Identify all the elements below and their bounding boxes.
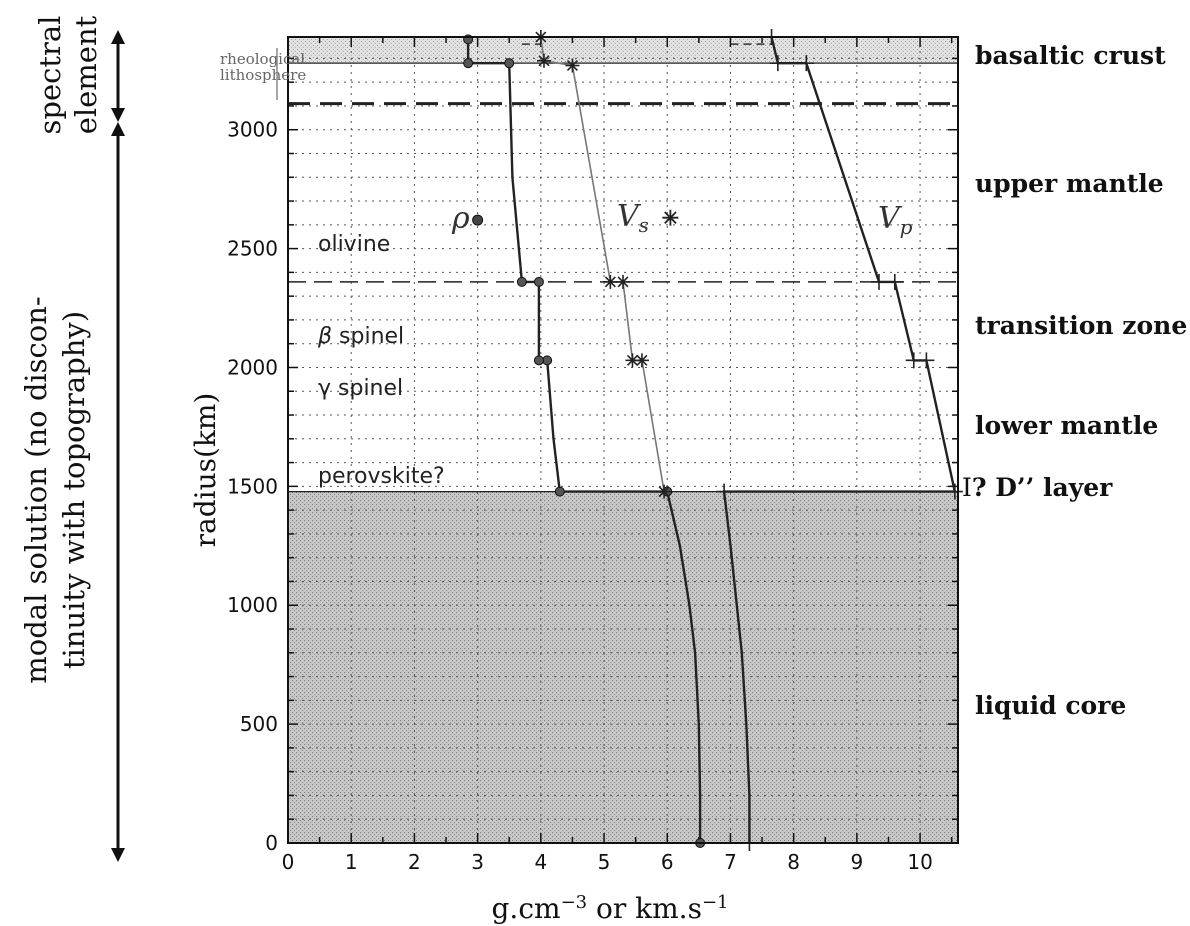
rho-legend-marker xyxy=(472,214,484,226)
x-tick-label: 6 xyxy=(661,850,674,874)
modal-solution-arrow xyxy=(111,122,125,862)
basaltic-crust-region xyxy=(288,37,958,64)
spectral-label-line2: element xyxy=(69,15,103,134)
vs-marker-stroke xyxy=(617,276,629,288)
rho-marker xyxy=(533,355,544,366)
zone-lower-mantle: lower mantle xyxy=(975,411,1158,440)
x-tick-label: 0 xyxy=(282,850,295,874)
y-tick-label: 500 xyxy=(240,712,278,736)
y-tick-label: 1000 xyxy=(227,593,278,617)
discontinuity-lines xyxy=(288,43,958,493)
vs-marker-stroke xyxy=(626,354,638,366)
vs-marker-stroke xyxy=(566,60,578,72)
x-tick-label: 4 xyxy=(534,850,547,874)
x-tick-label: 5 xyxy=(598,850,611,874)
modal-label-line1: modal solution (no discon- xyxy=(19,296,53,683)
y-tick-label: 0 xyxy=(265,831,278,855)
vs-marker-stroke xyxy=(538,55,550,67)
liquid-core-region xyxy=(288,491,958,843)
rheological-label: rheological xyxy=(220,50,305,68)
rho-marker xyxy=(533,276,544,287)
zone-d-layer: I? D’’ layer xyxy=(962,473,1113,502)
zone-transition: transition zone xyxy=(975,311,1187,340)
x-tick-labels: 0 1 2 3 4 5 6 7 8 9 10 xyxy=(282,850,933,874)
vp-marker xyxy=(905,352,922,369)
rho-marker xyxy=(463,58,474,69)
rho-marker xyxy=(554,486,565,497)
beta-spinel-label: β spinel xyxy=(317,324,404,349)
vs-marker xyxy=(536,53,551,68)
x-tick-label: 3 xyxy=(471,850,484,874)
series-line-vs xyxy=(540,36,665,492)
x-tick-label: 10 xyxy=(907,850,932,874)
olivine-label: olivine xyxy=(318,232,390,257)
vp-marker xyxy=(769,55,786,72)
y-axis-label: radius(km) xyxy=(189,393,222,548)
rho-marker xyxy=(504,58,515,69)
vs-legend-marker xyxy=(662,209,679,226)
vp-series-label: Vp xyxy=(878,201,913,239)
vs-series-label: Vs xyxy=(617,199,649,237)
rho-series-label: ρ xyxy=(451,201,470,236)
y-tick-labels: 0 500 1000 1500 2000 2500 3000 xyxy=(227,118,278,855)
vs-marker xyxy=(657,484,672,499)
vs-marker xyxy=(616,274,630,289)
gamma-spinel-label: γ spinel xyxy=(318,376,403,401)
vs-marker-stroke xyxy=(604,276,616,288)
spectral-element-arrow xyxy=(111,30,125,122)
rho-marker xyxy=(516,276,527,287)
x-axis-label: g.cm−3 or km.s−1 xyxy=(492,892,729,925)
vs-legend-stroke xyxy=(664,211,677,224)
modal-label-line2: tinuity with topography) xyxy=(57,311,91,669)
zone-basaltic-crust: basaltic crust xyxy=(975,41,1166,70)
y-tick-label: 2500 xyxy=(227,237,278,261)
rho-marker xyxy=(542,355,553,366)
vp-marker xyxy=(946,483,963,500)
y-tick-label: 3000 xyxy=(227,118,278,142)
vp-marker xyxy=(716,483,733,500)
x-tick-label: 8 xyxy=(787,850,800,874)
y-tick-label: 1500 xyxy=(227,474,278,498)
perovskite-label: perovskite? xyxy=(318,464,445,489)
vp-marker xyxy=(886,273,903,290)
series-markers xyxy=(463,29,963,851)
vs-marker-stroke xyxy=(658,486,670,498)
vs-marker xyxy=(603,274,618,289)
y-tick-label: 2000 xyxy=(227,355,278,379)
vs-marker-stroke xyxy=(636,354,648,366)
x-tick-label: 9 xyxy=(851,850,864,874)
x-tick-label: 2 xyxy=(408,850,421,874)
zone-upper-mantle: upper mantle xyxy=(975,169,1164,198)
plot-frame xyxy=(287,36,959,844)
zone-liquid-core: liquid core xyxy=(975,691,1126,720)
series-line-rho xyxy=(466,39,702,843)
vp-marker xyxy=(798,55,815,72)
vp-marker xyxy=(870,273,887,290)
vs-marker xyxy=(625,353,640,368)
vs-marker xyxy=(565,58,580,73)
lithosphere-label: lithosphere xyxy=(220,66,306,84)
spectral-label-line1: spectral xyxy=(33,16,67,135)
x-tick-label: 7 xyxy=(724,850,737,874)
x-tick-label: 1 xyxy=(345,850,358,874)
